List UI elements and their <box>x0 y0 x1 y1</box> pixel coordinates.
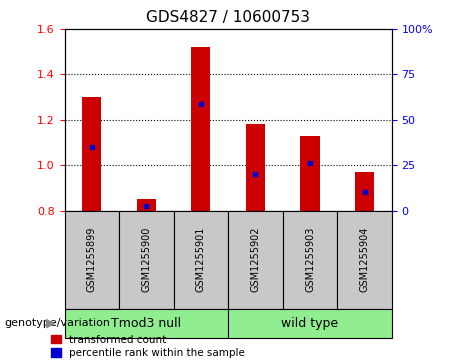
Text: Tmod3 null: Tmod3 null <box>111 317 182 330</box>
Text: GSM1255901: GSM1255901 <box>196 227 206 292</box>
Text: ▶: ▶ <box>46 317 55 330</box>
Bar <box>65 211 119 309</box>
Text: GSM1255902: GSM1255902 <box>250 227 260 292</box>
Text: wild type: wild type <box>282 317 338 330</box>
Text: GSM1255899: GSM1255899 <box>87 227 97 292</box>
Text: GSM1255900: GSM1255900 <box>142 227 151 292</box>
Text: genotype/variation: genotype/variation <box>5 318 111 328</box>
Title: GDS4827 / 10600753: GDS4827 / 10600753 <box>146 10 310 25</box>
Bar <box>337 211 392 309</box>
Bar <box>119 211 174 309</box>
Bar <box>191 47 211 211</box>
Bar <box>301 136 319 211</box>
Text: GSM1255904: GSM1255904 <box>360 227 370 292</box>
Bar <box>137 199 156 211</box>
Bar <box>65 309 228 338</box>
Bar <box>174 211 228 309</box>
Bar <box>246 124 265 211</box>
Bar <box>228 309 392 338</box>
Legend: transformed count, percentile rank within the sample: transformed count, percentile rank withi… <box>51 335 245 358</box>
Text: GSM1255903: GSM1255903 <box>305 227 315 292</box>
Bar <box>228 211 283 309</box>
Bar <box>82 97 101 211</box>
Bar <box>355 172 374 211</box>
Bar <box>283 211 337 309</box>
